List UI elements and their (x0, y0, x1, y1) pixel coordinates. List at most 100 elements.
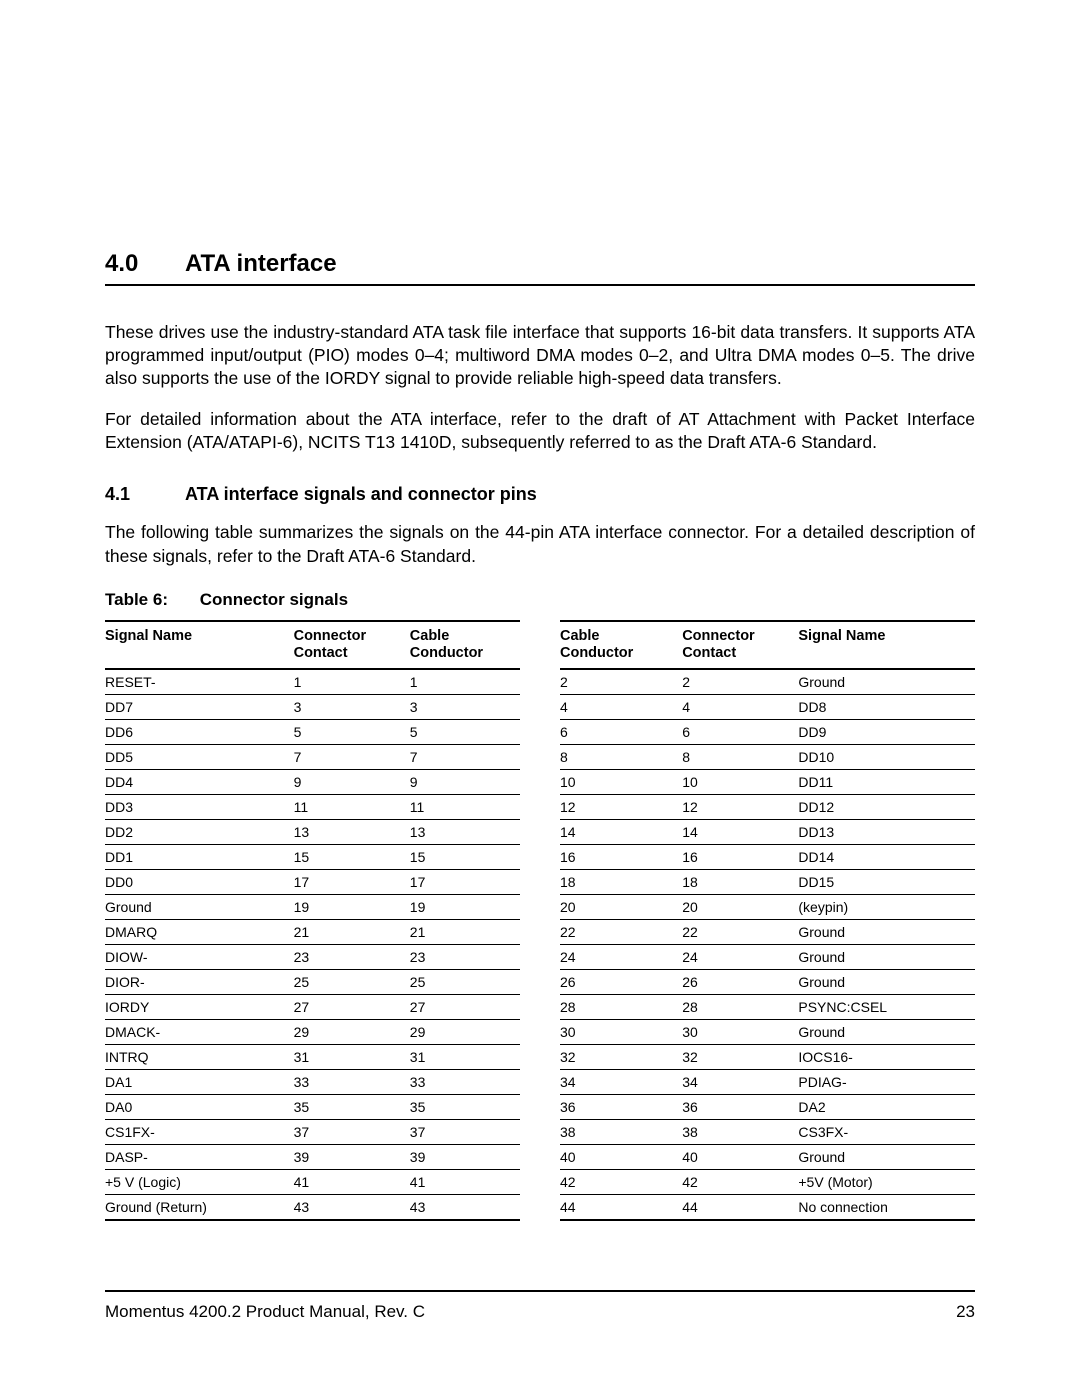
footer-rule (105, 1290, 975, 1292)
table-row: INTRQ3131 (105, 1045, 520, 1070)
table-cell: DD10 (792, 745, 975, 770)
table-row: 4242+5V (Motor) (560, 1170, 975, 1195)
table-row: DIOR-2525 (105, 970, 520, 995)
connector-table-left: Signal Name ConnectorContact CableConduc… (105, 620, 520, 1222)
table-cell: DD1 (105, 845, 288, 870)
table-cell: 9 (404, 770, 520, 795)
table-cell: 26 (560, 970, 676, 995)
table-cell: 31 (288, 1045, 404, 1070)
table-row: 88DD10 (560, 745, 975, 770)
table-cell: DD3 (105, 795, 288, 820)
table-cell: 14 (560, 820, 676, 845)
table-cell: 25 (404, 970, 520, 995)
table-cell: 6 (676, 720, 792, 745)
table-cell: 23 (404, 945, 520, 970)
table-cell: 9 (288, 770, 404, 795)
table-cell: No connection (792, 1195, 975, 1221)
table-cell: 41 (288, 1170, 404, 1195)
table-cell: DD7 (105, 695, 288, 720)
table-row: DASP-3939 (105, 1145, 520, 1170)
table-cell: 33 (404, 1070, 520, 1095)
table-cell: Ground (792, 920, 975, 945)
table-cell: 38 (676, 1120, 792, 1145)
table-cell: 24 (676, 945, 792, 970)
table-cell: 2 (560, 669, 676, 695)
table-cell: 13 (404, 820, 520, 845)
table-cell: 19 (288, 895, 404, 920)
table-cell: 44 (560, 1195, 676, 1221)
table-cell: 44 (676, 1195, 792, 1221)
table-cell: 37 (288, 1120, 404, 1145)
table-row: 1414DD13 (560, 820, 975, 845)
table-cell: 6 (560, 720, 676, 745)
table-cell: 1 (404, 669, 520, 695)
section-number: 4.0 (105, 250, 185, 278)
page-footer: Momentus 4200.2 Product Manual, Rev. C 2… (105, 1290, 975, 1322)
table-cell: 36 (676, 1095, 792, 1120)
footer-line: Momentus 4200.2 Product Manual, Rev. C 2… (105, 1302, 975, 1322)
table-cell: PDIAG- (792, 1070, 975, 1095)
table-row: CS1FX-3737 (105, 1120, 520, 1145)
table-cell: PSYNC:CSEL (792, 995, 975, 1020)
table-row: DD31111 (105, 795, 520, 820)
table-cell: DMACK- (105, 1020, 288, 1045)
table-cell: 17 (288, 870, 404, 895)
table-cell: 15 (288, 845, 404, 870)
table-row: 3434PDIAG- (560, 1070, 975, 1095)
table-cell: DIOW- (105, 945, 288, 970)
header-connector-contact: ConnectorContact (288, 621, 404, 670)
table-cell: Ground (792, 945, 975, 970)
table-cell: DD9 (792, 720, 975, 745)
table-cell: 40 (560, 1145, 676, 1170)
header-cable-conductor: CableConductor (404, 621, 520, 670)
table-cell: 42 (676, 1170, 792, 1195)
table-cell: 43 (288, 1195, 404, 1221)
footer-left: Momentus 4200.2 Product Manual, Rev. C (105, 1302, 425, 1322)
table-cell: 26 (676, 970, 792, 995)
table-header-row: CableConductor ConnectorContact Signal N… (560, 621, 975, 670)
table-row: Ground (Return)4343 (105, 1195, 520, 1221)
header-signal-name: Signal Name (105, 621, 288, 670)
table-header-row: Signal Name ConnectorContact CableConduc… (105, 621, 520, 670)
table-row: DD01717 (105, 870, 520, 895)
table-cell: 4 (560, 695, 676, 720)
table-cell: Ground (792, 970, 975, 995)
table-row: Ground1919 (105, 895, 520, 920)
table-cell: 14 (676, 820, 792, 845)
table-cell: 34 (560, 1070, 676, 1095)
table-caption: Table 6: Connector signals (105, 590, 975, 610)
table-cell: 5 (404, 720, 520, 745)
table-row: 2626Ground (560, 970, 975, 995)
table-cell: 11 (404, 795, 520, 820)
table-cell: 17 (404, 870, 520, 895)
tables-wrap: Signal Name ConnectorContact CableConduc… (105, 620, 975, 1222)
table-cell: 22 (676, 920, 792, 945)
table-label: Table 6: (105, 590, 195, 610)
para-1: These drives use the industry-standard A… (105, 321, 975, 390)
table-cell: 5 (288, 720, 404, 745)
table-cell: 7 (288, 745, 404, 770)
table-row: DMARQ2121 (105, 920, 520, 945)
table-cell: Ground (792, 1020, 975, 1045)
table-row: 3636DA2 (560, 1095, 975, 1120)
table-cell: 33 (288, 1070, 404, 1095)
table-cell: 31 (404, 1045, 520, 1070)
table-cell: 16 (676, 845, 792, 870)
section-heading: 4.0 ATA interface (105, 250, 975, 286)
table-row: DD11515 (105, 845, 520, 870)
table-row: 1616DD14 (560, 845, 975, 870)
table-cell: DMARQ (105, 920, 288, 945)
table-row: DD499 (105, 770, 520, 795)
page: 4.0 ATA interface These drives use the i… (0, 0, 1080, 1397)
table-cell: 8 (676, 745, 792, 770)
table-cell: Ground (792, 669, 975, 695)
table-cell: DD12 (792, 795, 975, 820)
table-cell: 28 (676, 995, 792, 1020)
table-cell: 23 (288, 945, 404, 970)
header-connector-contact: ConnectorContact (676, 621, 792, 670)
table-cell: DASP- (105, 1145, 288, 1170)
table-cell: 32 (676, 1045, 792, 1070)
table-cell: 19 (404, 895, 520, 920)
table-cell: 39 (404, 1145, 520, 1170)
table-row: DD733 (105, 695, 520, 720)
